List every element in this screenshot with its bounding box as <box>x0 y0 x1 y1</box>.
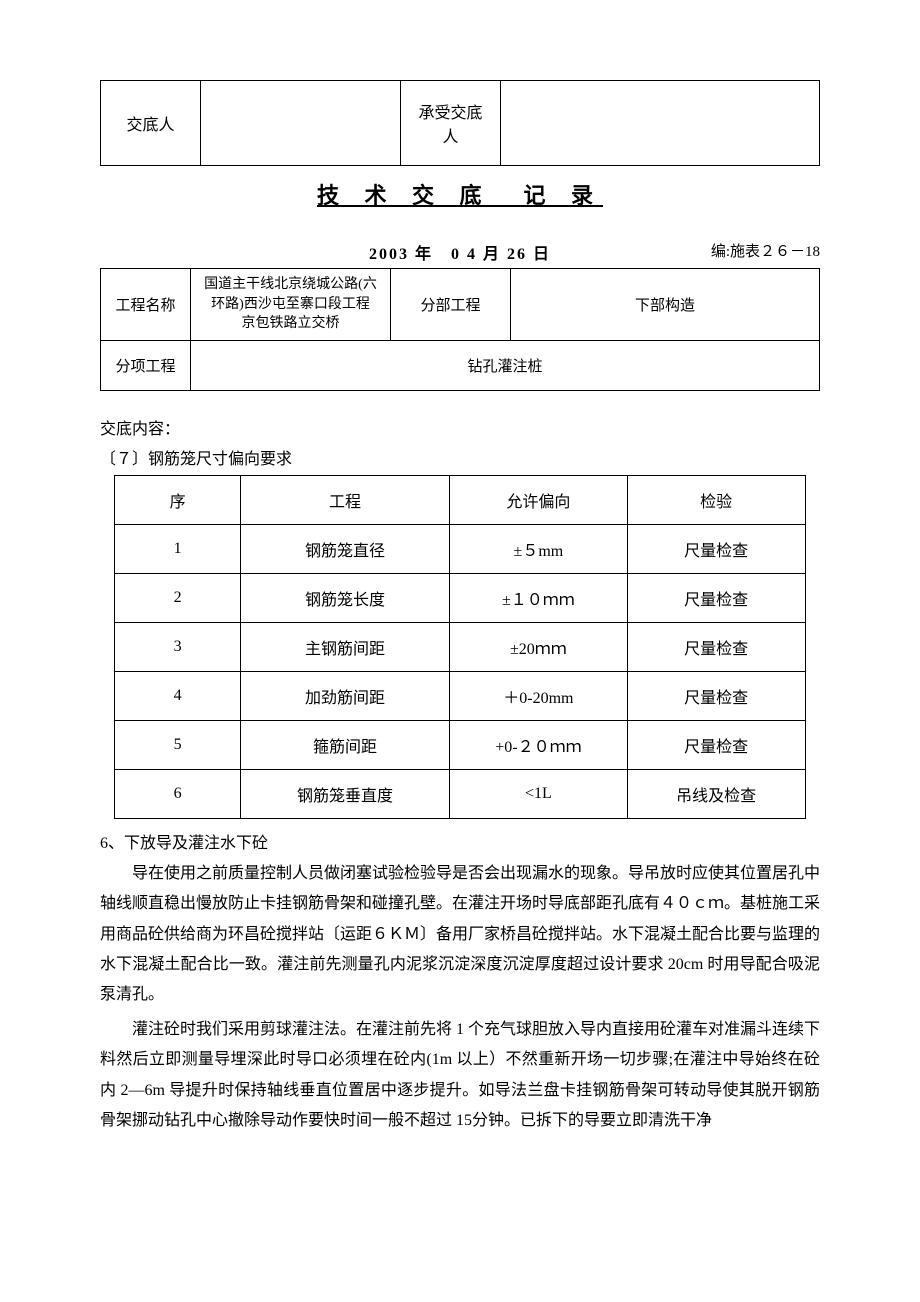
cell: 2 <box>115 573 240 622</box>
cell: ±１０ｍｍ <box>450 573 628 622</box>
cell: ±20ｍｍ <box>450 622 628 671</box>
cell: 尺量检查 <box>627 720 805 769</box>
receiver-value <box>501 81 820 166</box>
receiver-label: 承受交底人 <box>401 81 501 166</box>
spec-table: 序 工程 允许偏向 检验 1 钢筋笼直径 ±５mm 尺量检查 2 钢筋笼长度 ±… <box>114 475 805 819</box>
cell: 钢筋笼垂直度 <box>240 769 449 818</box>
content-label: 交底内容： <box>100 415 820 439</box>
paragraph-1: 导在使用之前质量控制人员做闭塞试验检验导是否会出现漏水的现象。导吊放时应使其位置… <box>100 859 820 1011</box>
meta-table: 工程名称 国道主干线北京绕城公路(六环路)西沙屯至寨口段工程京包铁路立交桥 分部… <box>100 268 820 391</box>
code-text: 编:施表２６－18 <box>711 240 820 261</box>
header-tol: 允许偏向 <box>450 475 628 524</box>
table-row: 5 箍筋间距 +0-２０ｍｍ 尺量检查 <box>115 720 805 769</box>
cell: 尺量检查 <box>627 524 805 573</box>
header-chk: 检验 <box>627 475 805 524</box>
proj-name: 国道主干线北京绕城公路(六环路)西沙屯至寨口段工程京包铁路立交桥 <box>191 269 391 341</box>
cell: 尺量检查 <box>627 573 805 622</box>
cell: 钢筋笼直径 <box>240 524 449 573</box>
cell: 尺量检查 <box>627 622 805 671</box>
section7-label: 〔７〕钢筋笼尺寸偏向要求 <box>100 445 820 469</box>
cell: ±５mm <box>450 524 628 573</box>
table-row: 6 钢筋笼垂直度 <1L 吊线及检查 <box>115 769 805 818</box>
part-label: 分部工程 <box>391 269 511 341</box>
cell: 4 <box>115 671 240 720</box>
paragraph-2: 灌注砼时我们采用剪球灌注法。在灌注前先将 1 个充气球胆放入导内直接用砼灌车对准… <box>100 1015 820 1137</box>
page-title: 技 术 交 底 记 录 <box>100 178 820 210</box>
cell: 5 <box>115 720 240 769</box>
cell: <1L <box>450 769 628 818</box>
section6-heading: 6、下放导及灌注水下砼 <box>100 829 820 853</box>
cell: 主钢筋间距 <box>240 622 449 671</box>
header-seq: 序 <box>115 475 240 524</box>
table-row: 2 钢筋笼长度 ±１０ｍｍ 尺量检查 <box>115 573 805 622</box>
signoff-table: 交底人 承受交底人 <box>100 80 820 166</box>
part-value: 下部构造 <box>511 269 820 341</box>
cell: 吊线及检查 <box>627 769 805 818</box>
cell: 钢筋笼长度 <box>240 573 449 622</box>
cell: 加劲筋间距 <box>240 671 449 720</box>
cell: 尺量检查 <box>627 671 805 720</box>
date-row: 2003 年 0 4 月 26 日 编:施表２６－18 <box>100 240 820 264</box>
table-header-row: 序 工程 允许偏向 检验 <box>115 475 805 524</box>
sender-label: 交底人 <box>101 81 201 166</box>
sender-value <box>201 81 401 166</box>
table-row: 3 主钢筋间距 ±20ｍｍ 尺量检查 <box>115 622 805 671</box>
proj-label: 工程名称 <box>101 269 191 341</box>
cell: ＋0-20mm <box>450 671 628 720</box>
header-proj: 工程 <box>240 475 449 524</box>
date-text: 2003 年 0 4 月 26 日 <box>369 240 551 264</box>
cell: 3 <box>115 622 240 671</box>
cell: 6 <box>115 769 240 818</box>
sub-label: 分项工程 <box>101 340 191 390</box>
table-row: 1 钢筋笼直径 ±５mm 尺量检查 <box>115 524 805 573</box>
cell: 1 <box>115 524 240 573</box>
table-row: 4 加劲筋间距 ＋0-20mm 尺量检查 <box>115 671 805 720</box>
cell: +0-２０ｍｍ <box>450 720 628 769</box>
sub-value: 钻孔灌注桩 <box>191 340 820 390</box>
cell: 箍筋间距 <box>240 720 449 769</box>
